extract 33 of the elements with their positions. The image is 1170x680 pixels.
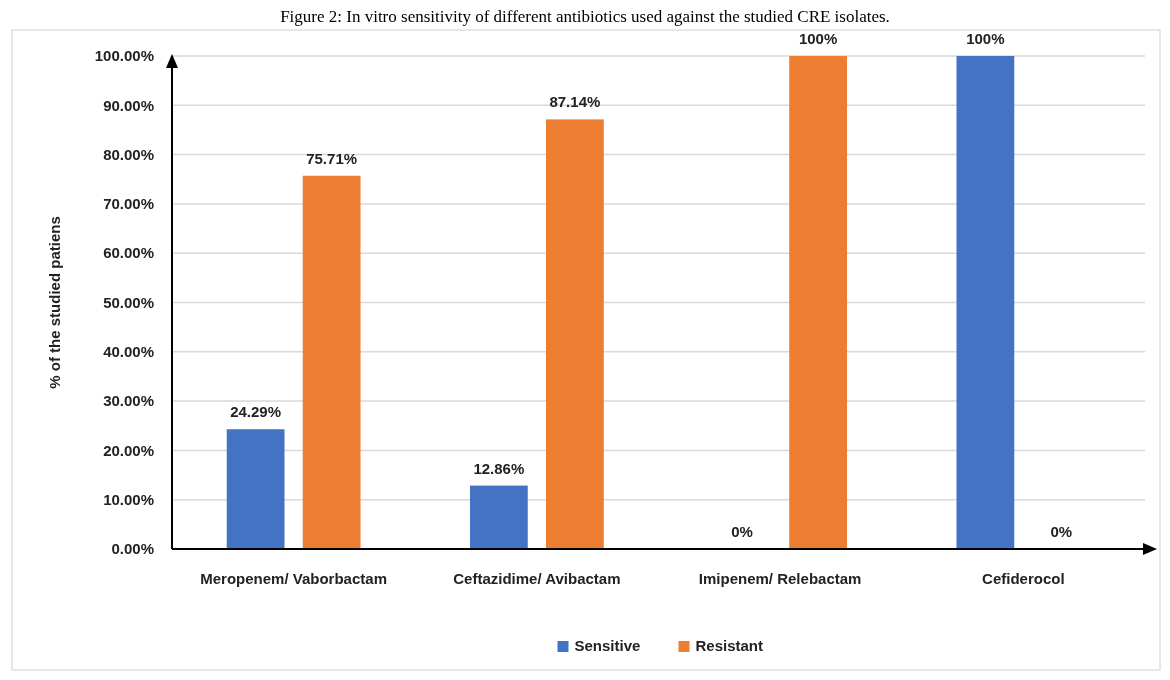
legend-label: Resistant xyxy=(695,637,764,654)
y-tick-label: 40.00% xyxy=(103,343,154,361)
data-label: 24.29% xyxy=(230,403,282,421)
y-tick-label: 20.00% xyxy=(103,441,154,459)
x-tick-label: Imipenem/ Relebactam xyxy=(698,570,862,587)
bar xyxy=(302,175,361,549)
data-label: 0% xyxy=(731,523,753,540)
x-tick-label: Ceftazidime/ Avibactam xyxy=(453,570,621,587)
bar xyxy=(546,119,604,549)
data-label: 0% xyxy=(1050,523,1073,540)
y-tick-label: 60.00% xyxy=(103,244,154,262)
y-tick-label: 80.00% xyxy=(103,145,154,163)
y-tick-label: 0.00% xyxy=(111,540,154,558)
bar xyxy=(956,56,1015,549)
y-tick-label: 100.00% xyxy=(94,47,154,65)
data-label: 100% xyxy=(966,30,1005,47)
y-tick-label: 90.00% xyxy=(103,96,154,114)
x-tick-label: Cefiderocol xyxy=(982,570,1065,587)
data-label: 12.86% xyxy=(473,459,525,477)
y-tick-label: 50.00% xyxy=(103,293,154,311)
data-label: 87.14% xyxy=(549,93,601,111)
y-tick-label: 30.00% xyxy=(103,392,154,410)
chart-title: Figure 2: In vitro sensitivity of different antibiotics used against the studied CRE isolates. xyxy=(280,7,890,26)
bar xyxy=(226,429,285,549)
bar xyxy=(789,56,848,549)
data-label: 100% xyxy=(798,30,838,47)
y-tick-label: 10.00% xyxy=(103,490,154,508)
y-tick-label: 70.00% xyxy=(103,195,154,213)
data-label: 75.71% xyxy=(306,149,358,167)
bar xyxy=(469,485,528,549)
y-axis-title: % of the studied patiens xyxy=(46,216,63,389)
x-tick-label: Meropenem/ Vaborbactam xyxy=(200,570,387,587)
legend-label: Sensitive xyxy=(574,637,641,654)
